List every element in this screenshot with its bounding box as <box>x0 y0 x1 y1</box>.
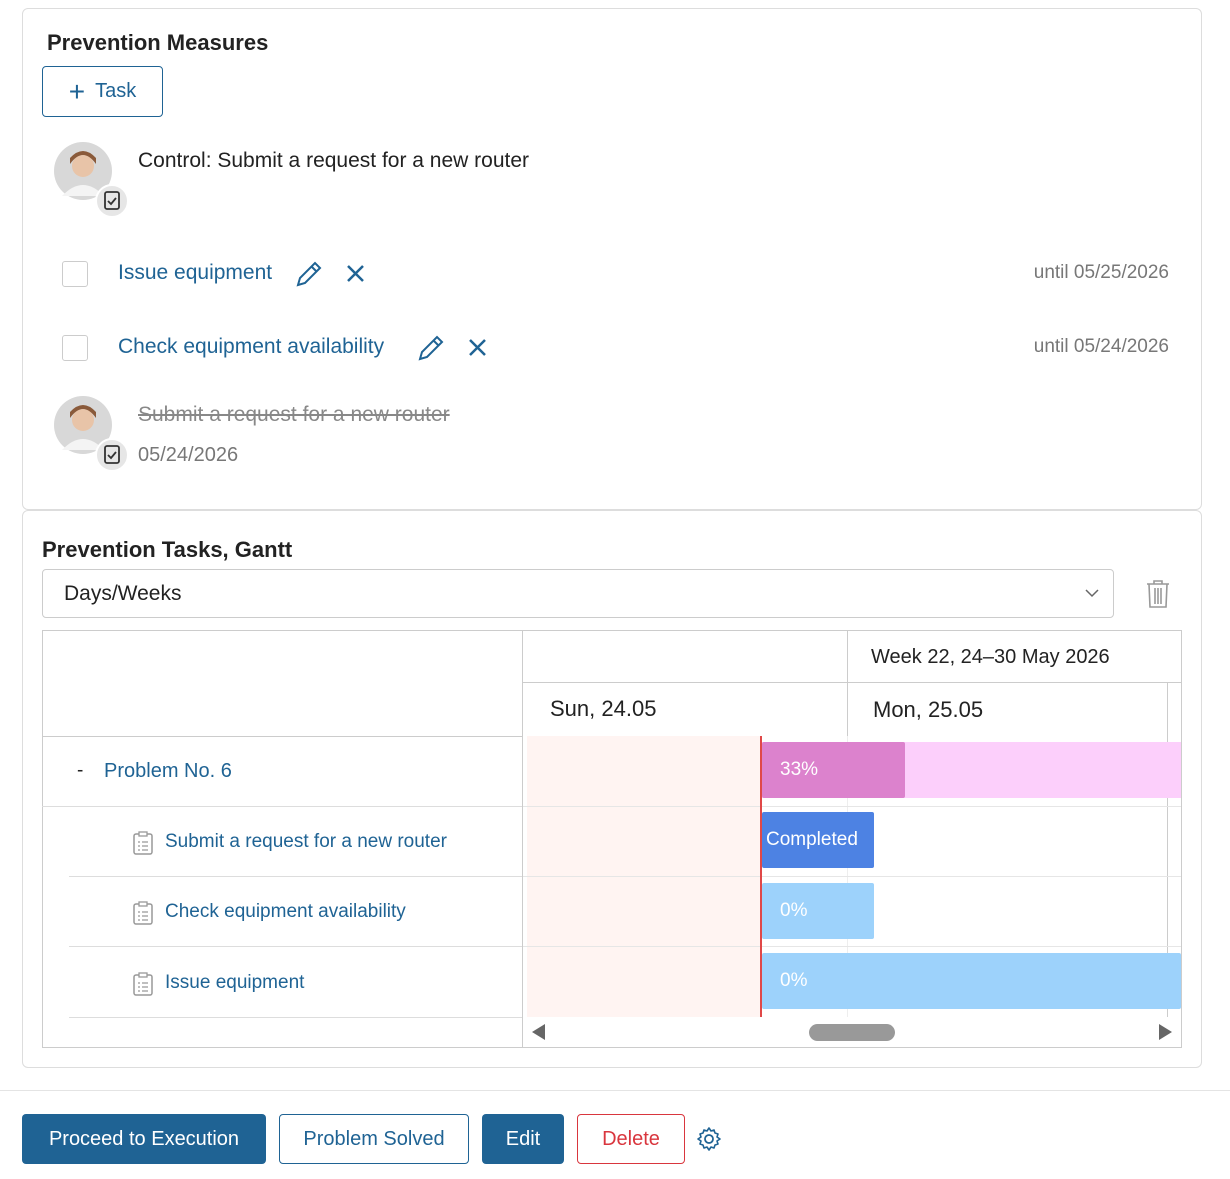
row-line <box>523 946 1181 947</box>
control-title: Control: Submit a request for a new rout… <box>138 149 530 172</box>
task-due: until 05/25/2026 <box>1033 262 1169 283</box>
measures-title: Prevention Measures <box>47 30 269 55</box>
task-actions[interactable] <box>294 259 374 289</box>
row-line <box>523 806 1181 807</box>
avatar <box>54 142 129 218</box>
row-line <box>69 946 522 947</box>
scale-select[interactable]: Days/Weeks <box>42 569 1114 618</box>
settings-icon[interactable] <box>696 1126 722 1152</box>
row-label[interactable]: Issue equipment <box>165 972 305 993</box>
row-line <box>42 806 522 807</box>
action-button[interactable]: Edit <box>482 1114 564 1164</box>
completed-title: Submit a request for a new router <box>138 403 450 426</box>
gantt-bar[interactable]: 0% <box>762 883 874 939</box>
row-label[interactable]: Submit a request for a new router <box>165 831 447 852</box>
action-button[interactable]: Problem Solved <box>279 1114 469 1164</box>
gantt-bar[interactable]: 0% <box>762 953 1181 1009</box>
task-due: until 05/24/2026 <box>1033 336 1169 357</box>
gantt-bar[interactable]: 33% <box>762 742 905 798</box>
task-title[interactable]: Issue equipment <box>118 261 273 284</box>
day-header: Sun, 24.05 <box>550 696 657 721</box>
gantt-title: Prevention Tasks, Gantt <box>42 537 293 562</box>
row-line <box>69 1017 522 1018</box>
row-label[interactable]: Problem No. 6 <box>104 760 232 782</box>
action-button[interactable]: Proceed to Execution <box>22 1114 266 1164</box>
plus-icon: + <box>68 75 86 107</box>
gantt-bar[interactable]: Completed <box>762 812 874 868</box>
week-header: Week 22, 24–30 May 2026 <box>871 646 1110 668</box>
task-icon <box>133 972 153 996</box>
scale-value: Days/Weeks <box>64 582 182 605</box>
measures-panel <box>22 8 1202 510</box>
row-line <box>69 876 522 877</box>
today-line <box>760 736 762 1017</box>
task-actions[interactable] <box>416 333 496 363</box>
divider <box>42 736 522 737</box>
trash-icon[interactable] <box>1146 580 1170 608</box>
row-label[interactable]: Check equipment availability <box>165 901 406 922</box>
add-task-button[interactable]: + Task <box>42 66 163 117</box>
action-button[interactable]: Delete <box>577 1114 685 1164</box>
divider <box>523 682 1181 683</box>
divider <box>847 630 848 736</box>
footer-divider <box>0 1090 1230 1091</box>
row-toggle[interactable]: - <box>77 760 84 781</box>
task-icon <box>133 831 153 855</box>
task-icon <box>133 901 153 925</box>
gantt-grid <box>42 630 1182 1048</box>
avatar <box>54 396 129 472</box>
row-line <box>523 876 1181 877</box>
scrollbar[interactable] <box>523 1018 1181 1047</box>
divider <box>522 630 523 1048</box>
completed-date: 05/24/2026 <box>138 444 239 466</box>
add-task-label: Task <box>95 80 137 102</box>
chevron-icon <box>1085 589 1099 598</box>
day-header: Mon, 25.05 <box>873 697 984 722</box>
task-title[interactable]: Check equipment availability <box>118 335 385 358</box>
task-checkbox[interactable] <box>62 261 88 287</box>
divider <box>1167 682 1168 1017</box>
task-checkbox[interactable] <box>62 335 88 361</box>
